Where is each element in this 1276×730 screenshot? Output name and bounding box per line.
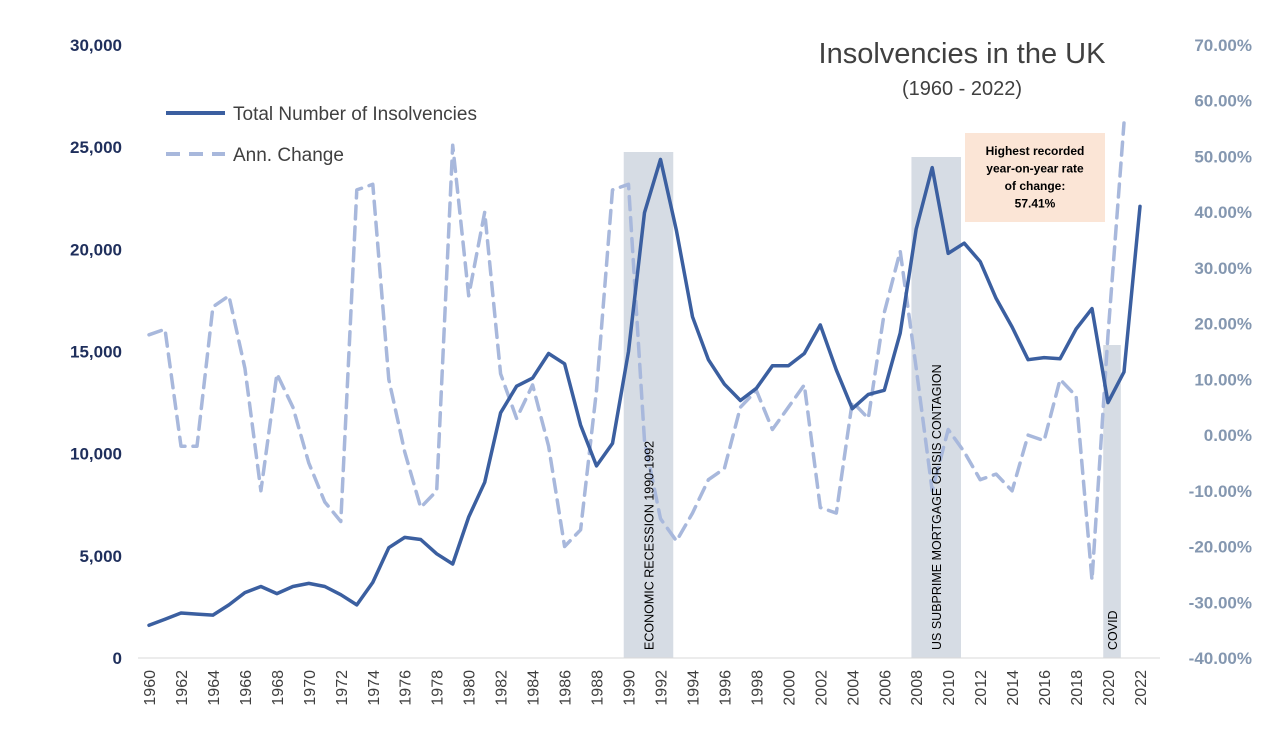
legend-label: Ann. Change — [233, 145, 344, 166]
legend: Total Number of Insolvencies Ann. Change — [166, 104, 477, 166]
y-left-tick-label: 10,000 — [70, 445, 122, 464]
x-tick-label: 2008 — [909, 670, 926, 706]
y-right-tick-label: 40.00% — [1194, 203, 1252, 222]
callout-box: Highest recorded year-on-year rate of chan… — [965, 133, 1105, 222]
shaded-region-label: ECONOMIC RECESSION 1990-1992 — [642, 441, 656, 650]
shaded-regions — [623, 152, 1121, 658]
y-left-tick-label: 20,000 — [70, 240, 122, 259]
chart-title: Insolvencies in the UK — [819, 38, 1107, 70]
x-tick-label: 2010 — [941, 670, 958, 706]
y-left-tick-label: 25,000 — [70, 138, 122, 157]
x-tick-label: 1998 — [749, 670, 766, 706]
callout-text: 57.41% — [1015, 197, 1056, 211]
y-right-tick-label: -40.00% — [1189, 649, 1252, 668]
x-tick-label: 2022 — [1133, 670, 1150, 706]
series-line-annual-change — [147, 121, 1126, 582]
shaded-region — [1103, 345, 1121, 658]
x-tick-label: 1990 — [622, 670, 639, 706]
chart-subtitle: (1960 - 2022) — [902, 78, 1022, 100]
x-tick-label: 1966 — [238, 670, 255, 706]
callout-background — [965, 133, 1105, 222]
x-tick-label: 1986 — [558, 670, 575, 706]
y-right-tick-label: 50.00% — [1194, 147, 1252, 166]
x-tick-label: 2004 — [845, 670, 862, 706]
shaded-region — [623, 152, 674, 658]
title-block: Insolvencies in the UK (1960 - 2022) — [819, 38, 1107, 100]
x-tick-label: 2014 — [1005, 670, 1022, 706]
y-right-tick-label: 60.00% — [1194, 92, 1252, 111]
x-tick-label: 2002 — [813, 670, 830, 706]
legend-label: Total Number of Insolvencies — [233, 104, 477, 125]
y-left-tick-label: 30,000 — [70, 36, 122, 55]
y-left-tick-label: 15,000 — [70, 343, 122, 362]
y-right-tick-label: 0.00% — [1204, 426, 1252, 445]
x-tick-label: 1962 — [174, 670, 191, 706]
y-right-tick-label: -10.00% — [1189, 482, 1252, 501]
x-tick-label: 2006 — [877, 670, 894, 706]
x-tick-label: 2018 — [1069, 670, 1086, 706]
series-lines — [147, 121, 1142, 628]
series-line-total-insolvencies — [147, 157, 1142, 628]
y-right-tick-label: -20.00% — [1189, 538, 1252, 557]
shaded-region-label: COVID — [1106, 610, 1120, 650]
y-left-tick-label: 0 — [113, 649, 122, 668]
x-tick-label: 1972 — [334, 670, 351, 706]
y-right-tick-label: 70.00% — [1194, 36, 1252, 55]
y-right-tick-label: 10.00% — [1194, 370, 1252, 389]
y-right-tick-label: 30.00% — [1194, 259, 1252, 278]
x-tick-label: 1968 — [270, 670, 287, 706]
x-tick-label: 2012 — [973, 670, 990, 706]
x-tick-label: 1988 — [590, 670, 607, 706]
shaded-region-labels: ECONOMIC RECESSION 1990-1992 US SUBPRIME … — [642, 364, 1120, 650]
y-left-tick-label: 5,000 — [79, 547, 122, 566]
x-tick-label: 1992 — [653, 670, 670, 706]
x-tick-label: 2016 — [1037, 670, 1054, 706]
x-tick-label: 1978 — [430, 670, 447, 706]
x-tick-label: 1974 — [366, 670, 383, 706]
callout-text: year-on-year rate — [986, 162, 1084, 176]
x-tick-label: 1982 — [494, 670, 511, 706]
x-tick-label: 1994 — [685, 670, 702, 706]
callout-text: Highest recorded — [986, 144, 1085, 158]
y-right-tick-label: -30.00% — [1189, 593, 1252, 612]
x-tick-label: 1964 — [206, 670, 223, 706]
callout-text: of change: — [1005, 179, 1066, 193]
x-tick-label: 1970 — [302, 670, 319, 706]
x-tick-label: 1980 — [462, 670, 479, 706]
y-right-tick-label: 20.00% — [1194, 315, 1252, 334]
shaded-region-label: US SUBPRIME MORTGAGE CRISIS CONTAGION — [930, 364, 944, 650]
x-tick-label: 1960 — [142, 670, 159, 706]
axes: 1960 1962 1964 1966 1968 1970 1972 1974 1976 1978… — [70, 36, 1252, 706]
x-tick-label: 2020 — [1101, 670, 1118, 706]
x-tick-label: 2000 — [781, 670, 798, 706]
x-tick-label: 1984 — [526, 670, 543, 706]
x-tick-label: 1976 — [398, 670, 415, 706]
x-tick-label: 1996 — [717, 670, 734, 706]
